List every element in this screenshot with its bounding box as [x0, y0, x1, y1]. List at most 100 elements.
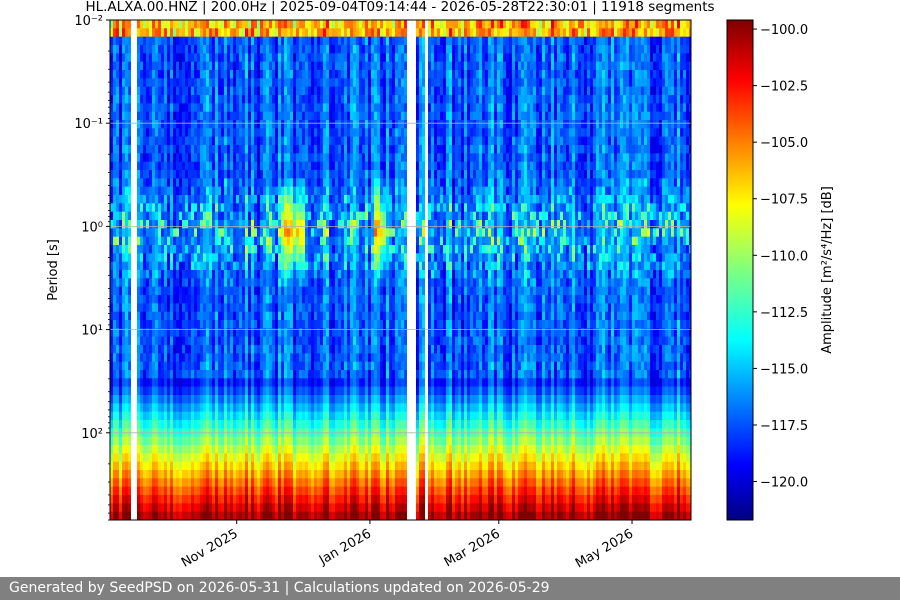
heatmap-cell — [287, 45, 290, 54]
heatmap-cell — [266, 261, 269, 271]
heatmap-cell — [332, 220, 335, 229]
heatmap-cell — [311, 211, 314, 221]
heatmap-cell — [251, 370, 254, 379]
heatmap-cell — [212, 345, 215, 354]
heatmap-cell — [245, 336, 248, 346]
heatmap-cell — [308, 370, 311, 379]
heatmap-cell — [260, 95, 263, 104]
heatmap-cell — [260, 61, 263, 71]
heatmap-cell — [308, 45, 311, 54]
heatmap-cell — [209, 161, 212, 171]
heatmap-cell — [344, 478, 347, 488]
heatmap-cell — [146, 53, 149, 63]
heatmap-cell — [278, 20, 281, 29]
heatmap-cell — [299, 70, 302, 79]
heatmap-cell — [206, 336, 209, 346]
heatmap-cell — [152, 170, 155, 179]
heatmap-cell — [248, 336, 251, 346]
heatmap-cell — [182, 236, 185, 246]
heatmap-cell — [239, 170, 242, 179]
heatmap-cell — [161, 36, 164, 46]
heatmap-cell — [215, 311, 218, 321]
heatmap-cell — [365, 28, 368, 38]
heatmap-cell — [113, 261, 116, 271]
heatmap-cell — [263, 153, 266, 163]
heatmap-cell — [209, 286, 212, 296]
heatmap-cell — [173, 361, 176, 371]
heatmap-cell — [275, 228, 278, 238]
heatmap-cell — [236, 36, 239, 46]
heatmap-cell — [305, 45, 308, 54]
heatmap-cell — [257, 78, 260, 88]
heatmap-cell — [341, 120, 344, 129]
heatmap-cell — [299, 370, 302, 379]
heatmap-cell — [143, 236, 146, 246]
heatmap-cell — [224, 486, 227, 496]
heatmap-cell — [332, 203, 335, 213]
heatmap-cell — [218, 120, 221, 129]
heatmap-cell — [185, 153, 188, 163]
heatmap-cell — [194, 445, 197, 454]
heatmap-cell — [320, 486, 323, 496]
heatmap-cell — [272, 461, 275, 471]
heatmap-cell — [191, 203, 194, 213]
heatmap-cell — [188, 270, 191, 279]
heatmap-cell — [305, 111, 308, 121]
heatmap-cell — [191, 395, 194, 404]
heatmap-cell — [206, 170, 209, 179]
heatmap-cell — [188, 78, 191, 88]
heatmap-cell — [239, 403, 242, 413]
heatmap-cell — [215, 111, 218, 121]
heatmap-cell — [299, 303, 302, 313]
heatmap-cell — [164, 195, 167, 204]
heatmap-cell — [197, 53, 200, 63]
heatmap-cell — [281, 470, 284, 479]
heatmap-cell — [323, 145, 326, 154]
heatmap-cell — [110, 203, 113, 213]
heatmap-cell — [146, 270, 149, 279]
heatmap-cell — [257, 86, 260, 96]
heatmap-cell — [230, 470, 233, 479]
heatmap-cell — [356, 161, 359, 171]
heatmap-cell — [269, 311, 272, 321]
heatmap-cell — [203, 445, 206, 454]
heatmap-cell — [239, 378, 242, 388]
heatmap-cell — [350, 395, 353, 404]
heatmap-cell — [356, 211, 359, 221]
heatmap-cell — [173, 370, 176, 379]
heatmap-cell — [188, 103, 191, 113]
heatmap-cell — [311, 95, 314, 104]
heatmap-cell — [206, 303, 209, 313]
heatmap-cell — [149, 245, 152, 254]
heatmap-cell — [140, 378, 143, 388]
heatmap-cell — [215, 303, 218, 313]
heatmap-cell — [230, 511, 233, 520]
heatmap-cell — [149, 370, 152, 379]
heatmap-cell — [116, 36, 119, 46]
heatmap-cell — [263, 436, 266, 446]
heatmap-cell — [206, 245, 209, 254]
heatmap-cell — [314, 186, 317, 196]
heatmap-cell — [119, 103, 122, 113]
heatmap-cell — [263, 28, 266, 38]
heatmap-cell — [176, 470, 179, 479]
heatmap-cell — [347, 70, 350, 79]
heatmap-cell — [305, 386, 308, 396]
heatmap-cell — [263, 386, 266, 396]
heatmap-cell — [122, 311, 125, 321]
heatmap-cell — [251, 28, 254, 38]
heatmap-cell — [311, 370, 314, 379]
heatmap-cell — [275, 245, 278, 254]
heatmap-cell — [236, 278, 239, 288]
heatmap-cell — [200, 261, 203, 271]
heatmap-cell — [317, 361, 320, 371]
heatmap-cell — [284, 53, 287, 63]
heatmap-cell — [194, 20, 197, 29]
heatmap-cell — [341, 61, 344, 71]
heatmap-cell — [353, 370, 356, 379]
heatmap-cell — [335, 295, 338, 304]
heatmap-cell — [185, 120, 188, 129]
heatmap-cell — [137, 86, 140, 96]
heatmap-cell — [200, 270, 203, 279]
heatmap-cell — [143, 470, 146, 479]
